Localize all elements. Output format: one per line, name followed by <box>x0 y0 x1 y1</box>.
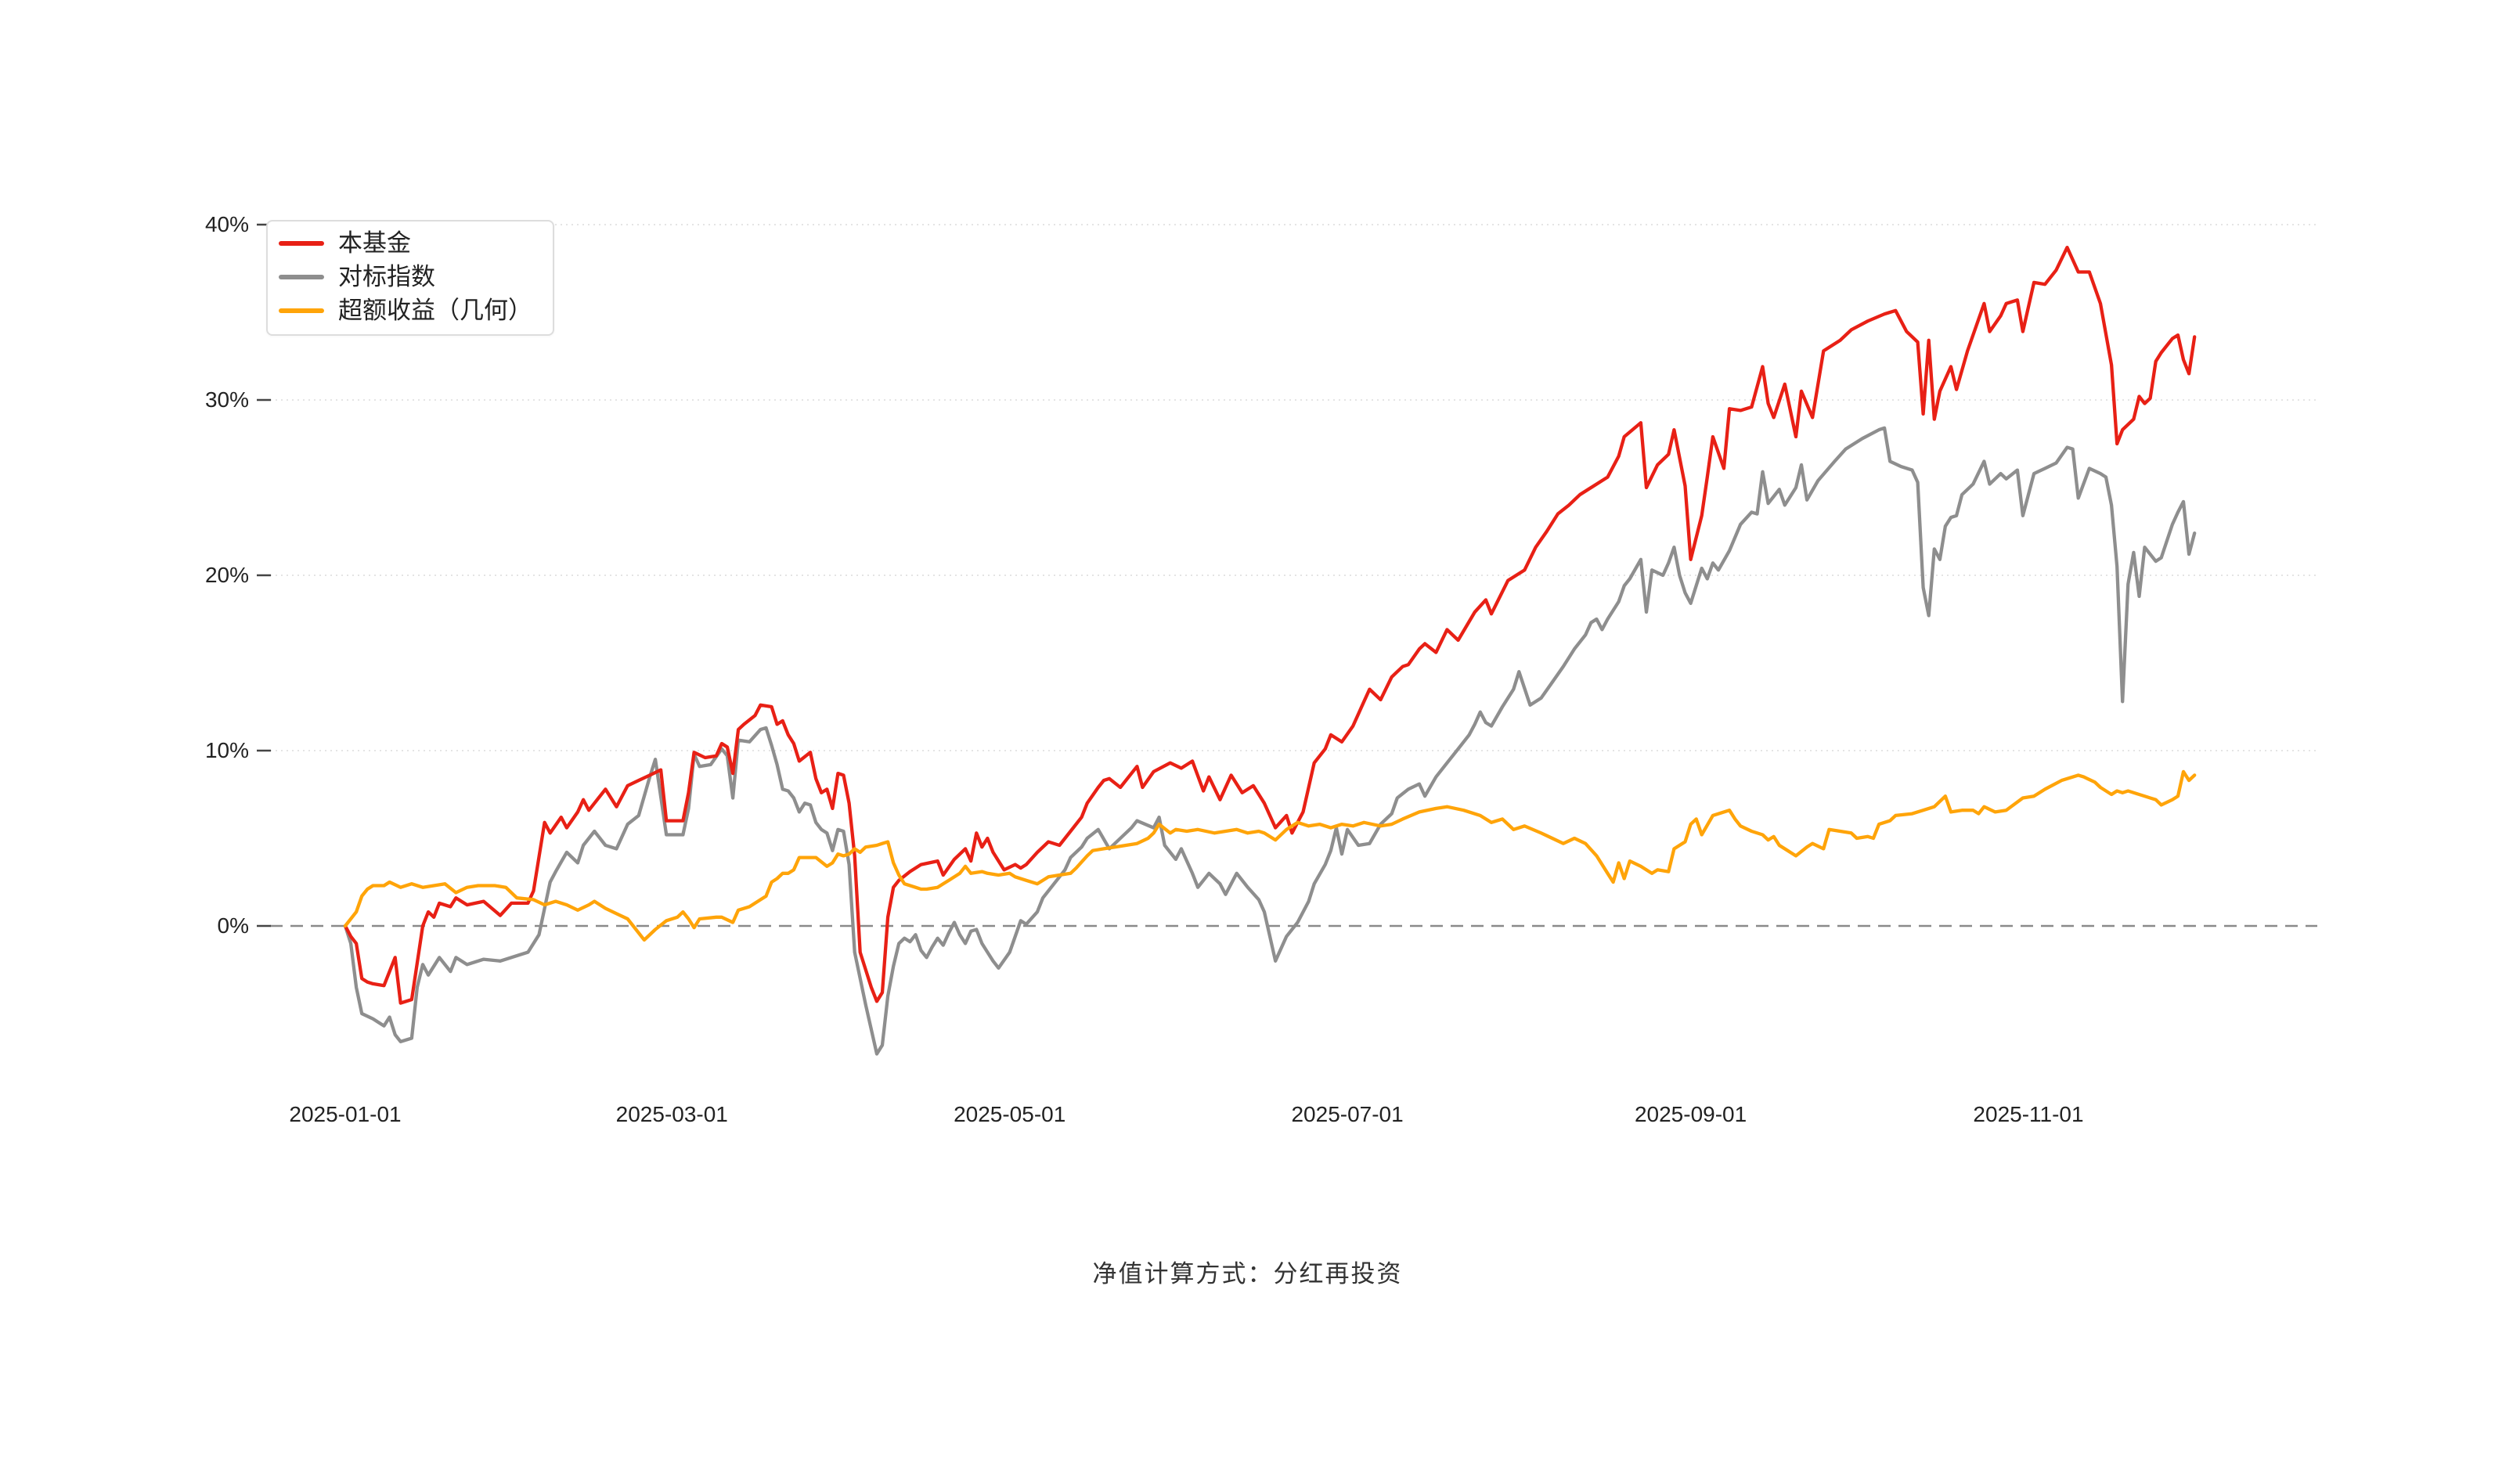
series-benchmark <box>343 426 2197 1056</box>
legend-item-excess[interactable]: 超额收益（几何） <box>279 297 532 325</box>
x-axis-label-2025-07-01: 2025-07-01 <box>1291 1102 1404 1126</box>
chart-caption: 净值计算方式：分红再投资 <box>1092 1260 1403 1288</box>
y-axis-label-30: 30% <box>204 387 249 412</box>
legend-item-benchmark[interactable]: 对标指数 <box>279 263 532 291</box>
x-axis-label-2025-09-01: 2025-09-01 <box>1634 1102 1747 1126</box>
legend-label-benchmark: 对标指数 <box>338 263 435 290</box>
legend-label-excess: 超额收益（几何） <box>338 297 532 324</box>
legend-item-fund[interactable]: 本基金 <box>279 229 532 258</box>
x-axis-label-2025-03-01: 2025-03-01 <box>615 1102 728 1126</box>
x-axis-label-2025-11-01: 2025-11-01 <box>1973 1102 2084 1126</box>
legend-swatch-excess <box>279 308 324 313</box>
legend-swatch-fund <box>279 241 324 246</box>
legend: 本基金对标指数超额收益（几何） <box>266 220 554 336</box>
series-excess <box>343 769 2197 942</box>
x-axis-label-2025-01-01: 2025-01-01 <box>289 1102 402 1126</box>
y-axis-label-40: 40% <box>204 212 249 236</box>
legend-label-fund: 本基金 <box>338 229 411 257</box>
y-axis-label-10: 10% <box>204 738 249 762</box>
legend-swatch-benchmark <box>279 275 324 279</box>
y-axis-label-20: 20% <box>204 563 249 587</box>
series-fund <box>343 245 2197 1005</box>
y-axis-label-0: 0% <box>217 913 249 938</box>
x-axis-label-2025-05-01: 2025-05-01 <box>954 1102 1066 1126</box>
